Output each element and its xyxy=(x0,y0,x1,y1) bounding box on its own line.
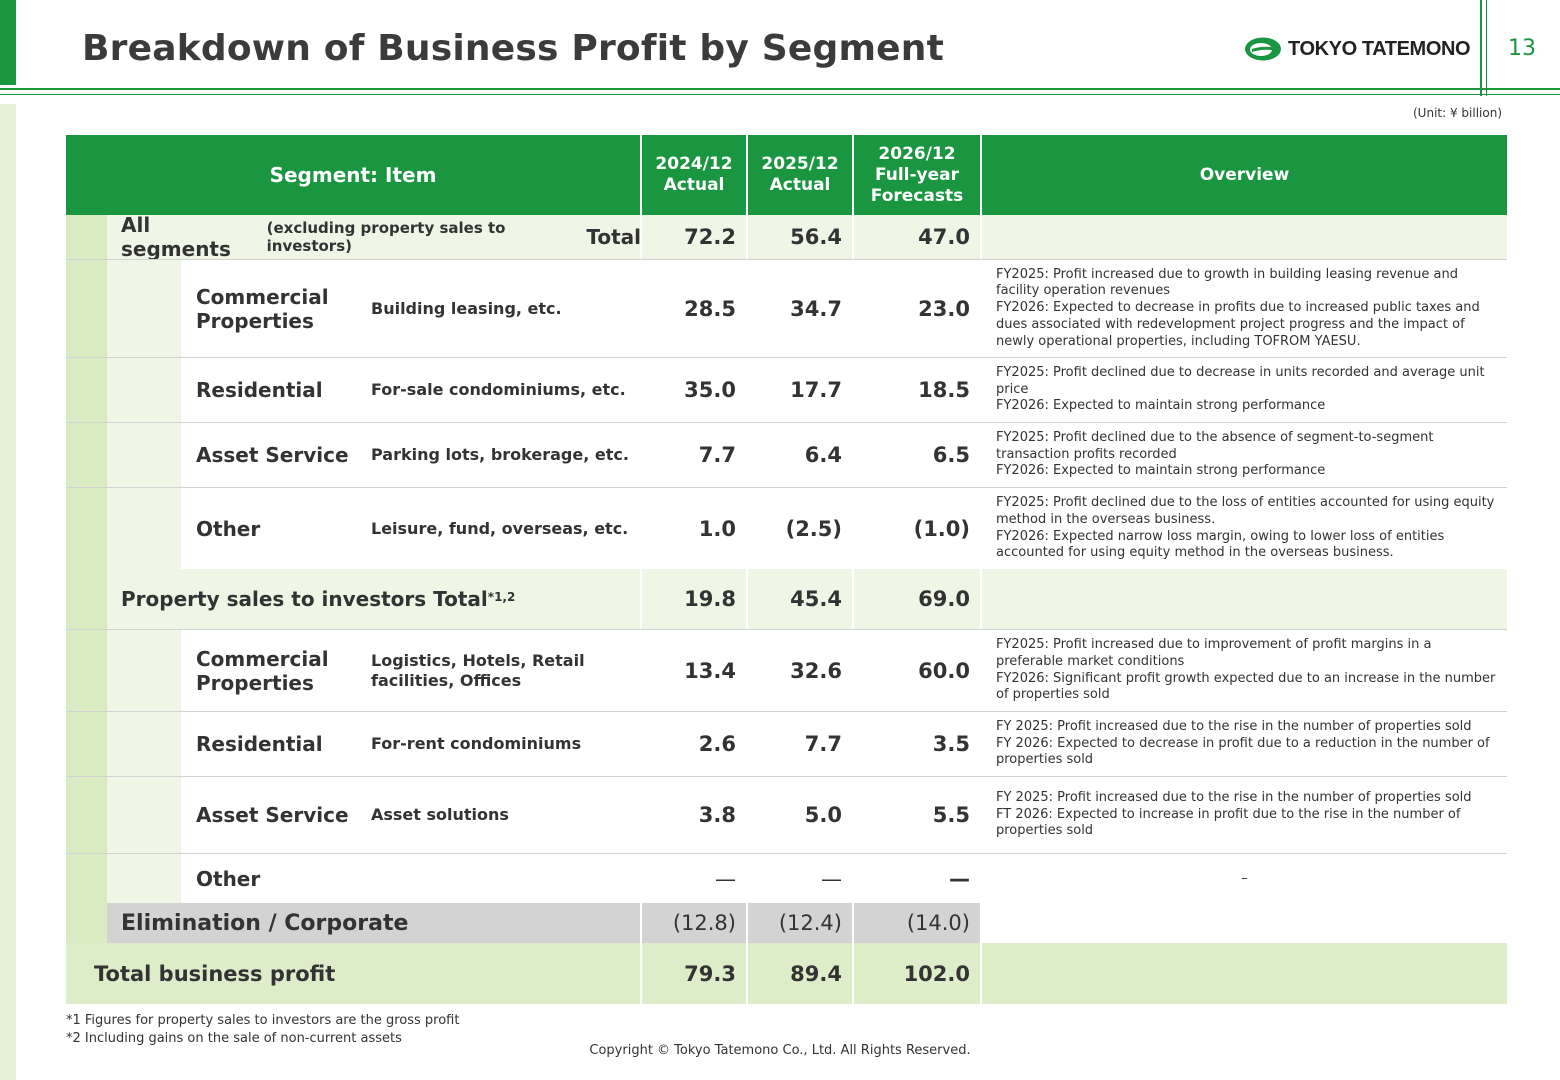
page-title: Breakdown of Business Profit by Segment xyxy=(82,28,945,69)
footnote-1: *1 Figures for property sales to investo… xyxy=(66,1013,460,1028)
footnote-2: *2 Including gains on the sale of non-cu… xyxy=(66,1031,402,1046)
all-segments-label: All segments (excluding property sales t… xyxy=(121,213,641,261)
header-2024: 2024/12 Actual xyxy=(642,135,746,215)
elimination-row: Elimination / Corporate (12.8) (12.4) (1… xyxy=(66,903,1507,943)
header-divider xyxy=(1480,0,1482,96)
all-segments-total-row: All segments (excluding property sales t… xyxy=(66,213,1507,261)
table-row: Asset Service Parking lots, brokerage, e… xyxy=(66,422,1507,487)
header-segment: Segment: Item xyxy=(66,135,640,215)
page-number: 13 xyxy=(1508,36,1536,61)
header-rule-thin xyxy=(0,94,1560,95)
table-row: Commercial Properties Logistics, Hotels,… xyxy=(66,629,1507,711)
title-accent-bar xyxy=(0,0,16,85)
segment-profit-table: Segment: Item 2024/12 Actual 2025/12 Actua… xyxy=(66,135,1507,1004)
overview-text: FY2025: Profit increased due to improvem… xyxy=(996,636,1496,703)
copyright: Copyright © Tokyo Tatemono Co., Ltd. All… xyxy=(589,1043,971,1058)
overview-text: FY2025: Profit declined due to the absen… xyxy=(996,429,1434,479)
table-row: Residential For-rent condominiums 2.6 7.… xyxy=(66,711,1507,776)
overview-text: FY2025: Profit declined due to decrease … xyxy=(996,364,1485,414)
table-row: Other — — — – xyxy=(66,853,1507,903)
overview-text: FY2025: Profit declined due to the loss … xyxy=(996,494,1495,561)
table-row: Commercial Properties Building leasing, … xyxy=(66,259,1507,357)
table-row: Residential For-sale condominiums, etc. … xyxy=(66,357,1507,422)
header-divider-thin xyxy=(1486,0,1487,96)
header-rule xyxy=(0,88,1560,90)
header-2025: 2025/12 Actual xyxy=(748,135,852,215)
header-2026: 2026/12 Full-year Forecasts xyxy=(854,135,980,215)
property-sales-total-row: Property sales to investors Total *1,2 19… xyxy=(66,569,1507,629)
brand-logo: TOKYO TATEMONO xyxy=(1244,36,1471,62)
table-row: Asset Service Asset solutions 3.8 5.0 5.… xyxy=(66,776,1507,853)
overview-text: FY2025: Profit increased due to growth i… xyxy=(996,266,1480,349)
overview-text: FY 2025: Profit increased due to the ris… xyxy=(996,789,1472,839)
property-sales-label: Property sales to investors Total *1,2 xyxy=(121,587,516,611)
header-overview: Overview xyxy=(982,135,1507,215)
table-row: Other Leisure, fund, overseas, etc. 1.0 … xyxy=(66,487,1507,569)
overview-text: FY 2025: Profit increased due to the ris… xyxy=(996,718,1490,768)
tokyo-tatemono-logo-icon xyxy=(1245,37,1281,61)
total-business-profit-row: Total business profit 79.3 89.4 102.0 xyxy=(66,943,1507,1004)
brand-name: TOKYO TATEMONO xyxy=(1288,37,1471,60)
side-band xyxy=(0,104,16,1080)
unit-label: (Unit: ¥ billion) xyxy=(1413,106,1502,120)
table-header: Segment: Item 2024/12 Actual 2025/12 Actua… xyxy=(66,135,1507,215)
